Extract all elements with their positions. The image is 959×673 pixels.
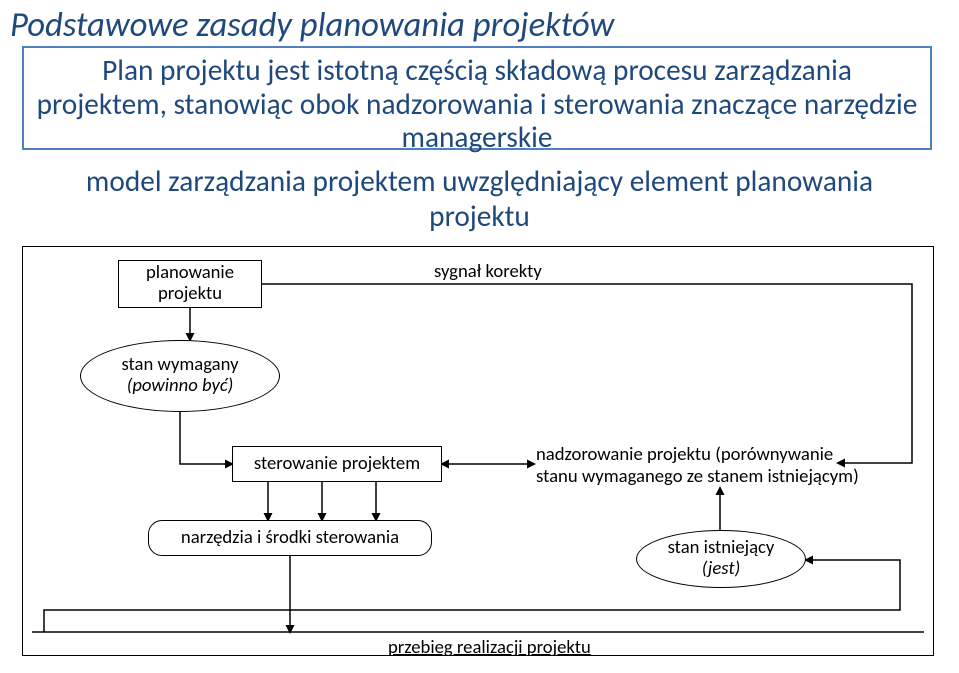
node-signal: sygnał korekty	[434, 260, 542, 283]
node-steering: sterowanie projektem	[232, 446, 442, 482]
node-tools: narzędzia i środki sterowania	[148, 520, 432, 556]
model-label-line1: model zarządzania projektem uwzględniają…	[86, 163, 873, 199]
node-monitoring-line2: stanu wymaganego ze stanem istniejącym)	[536, 465, 859, 488]
node-existing-state: stan istniejący (jest)	[636, 530, 806, 588]
node-planning: planowanie projektu	[118, 260, 262, 308]
node-existing-state-line2: (jest)	[702, 557, 741, 580]
node-planning-line2: projektu	[158, 282, 222, 305]
model-label-line2: projektu	[429, 198, 530, 234]
node-monitoring-line1: nadzorowanie projektu (porównywanie	[536, 443, 833, 466]
node-monitoring: nadzorowanie projektu (porównywanie stan…	[536, 444, 859, 489]
subtitle-box: Plan projektu jest istotną częścią skład…	[22, 46, 932, 150]
node-required-state-line2: (powinno być)	[127, 374, 234, 397]
node-course: przebieg realizacji projektu	[388, 636, 591, 659]
node-required-state: stan wymagany (powinno być)	[80, 340, 280, 412]
model-label: model zarządzania projektem uwzględniają…	[0, 164, 959, 234]
page-title: Podstawowe zasady planowania projektów	[10, 4, 614, 46]
